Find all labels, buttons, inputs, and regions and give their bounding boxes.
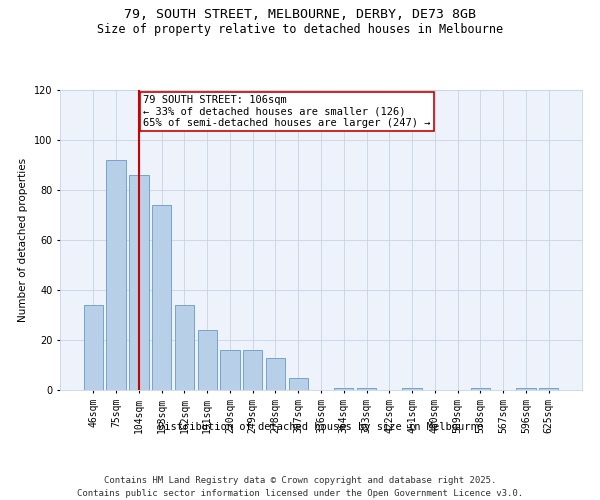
Bar — [175, 305, 194, 390]
Bar — [289, 378, 308, 390]
Text: 79 SOUTH STREET: 106sqm
← 33% of detached houses are smaller (126)
65% of semi-d: 79 SOUTH STREET: 106sqm ← 33% of detache… — [143, 95, 431, 128]
Text: Contains HM Land Registry data © Crown copyright and database right 2025.
Contai: Contains HM Land Registry data © Crown c… — [77, 476, 523, 498]
Bar — [357, 388, 376, 390]
Text: Distribution of detached houses by size in Melbourne: Distribution of detached houses by size … — [158, 422, 484, 432]
Bar — [470, 388, 490, 390]
Bar — [197, 330, 217, 390]
Bar — [220, 350, 239, 390]
Bar — [152, 205, 172, 390]
Bar — [539, 388, 558, 390]
Text: 79, SOUTH STREET, MELBOURNE, DERBY, DE73 8GB: 79, SOUTH STREET, MELBOURNE, DERBY, DE73… — [124, 8, 476, 20]
Bar — [334, 388, 353, 390]
Bar — [516, 388, 536, 390]
Bar — [243, 350, 262, 390]
Bar — [403, 388, 422, 390]
Bar — [129, 175, 149, 390]
Bar — [84, 305, 103, 390]
Text: Size of property relative to detached houses in Melbourne: Size of property relative to detached ho… — [97, 22, 503, 36]
Bar — [266, 358, 285, 390]
Y-axis label: Number of detached properties: Number of detached properties — [19, 158, 28, 322]
Bar — [106, 160, 126, 390]
